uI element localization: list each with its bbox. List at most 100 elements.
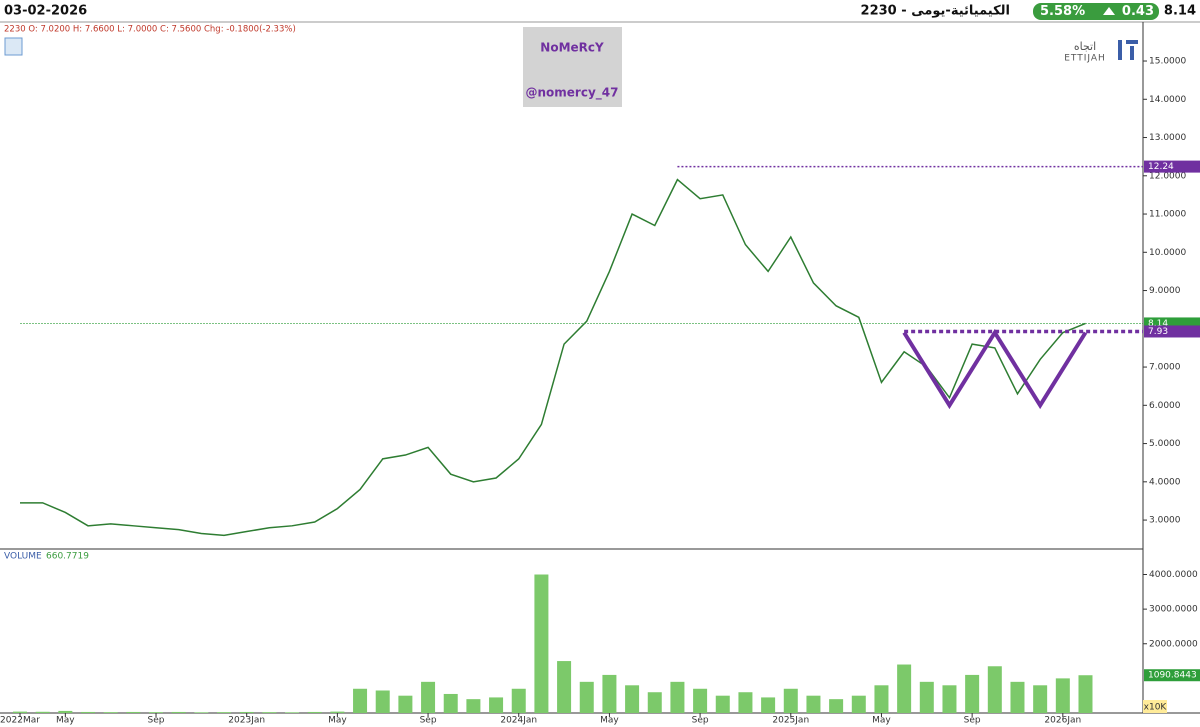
volume-bar bbox=[602, 674, 617, 713]
y-tick-label: 9.0000 bbox=[1149, 286, 1181, 296]
logo: اتجاه bbox=[1074, 40, 1096, 53]
x-tick-label: Sep bbox=[420, 716, 437, 726]
y-tick-label: 3.0000 bbox=[1149, 516, 1181, 526]
header-bar bbox=[0, 0, 1200, 22]
volume-bar bbox=[806, 695, 821, 713]
price: 8.14 bbox=[1164, 4, 1196, 19]
logo-mark bbox=[1126, 40, 1138, 44]
volume-bar bbox=[443, 693, 458, 713]
date: 03-02-2026 bbox=[4, 4, 87, 19]
volume-bar bbox=[398, 695, 413, 713]
x-tick-label: 2022Mar bbox=[0, 716, 40, 726]
watermark: @nomercy_47 bbox=[526, 86, 619, 101]
volume-bar bbox=[239, 711, 254, 713]
change: 0.43 bbox=[1122, 4, 1154, 19]
volume-bar bbox=[670, 681, 685, 713]
volume-bar bbox=[761, 697, 776, 713]
y-tick-label: 11.0000 bbox=[1149, 210, 1186, 220]
level-box bbox=[1144, 160, 1200, 173]
x-tick-label: 2023Jan bbox=[228, 716, 265, 726]
volume-bar bbox=[330, 711, 345, 713]
volume-bar bbox=[58, 710, 73, 713]
volume-bar bbox=[1078, 675, 1093, 713]
change-pct: 5.58% bbox=[1040, 4, 1085, 19]
unit: x10K bbox=[1144, 703, 1168, 713]
volume-bar bbox=[738, 692, 753, 713]
volume-bar bbox=[693, 688, 708, 713]
x-tick-label: May bbox=[872, 716, 891, 726]
pattern-line bbox=[902, 328, 1088, 410]
volume-bar bbox=[647, 692, 662, 713]
up-arrow bbox=[1103, 7, 1115, 15]
volume-bar bbox=[579, 681, 594, 713]
x-tick-label: 2024Jan bbox=[500, 716, 537, 726]
volume-bar bbox=[217, 712, 232, 713]
y-tick-label: 7.0000 bbox=[1149, 363, 1181, 373]
volume-bar bbox=[81, 711, 96, 713]
y-tick-label: 12.0000 bbox=[1149, 171, 1186, 181]
volume-bar bbox=[851, 695, 866, 713]
volume-bar bbox=[35, 711, 50, 713]
volume-bar bbox=[13, 711, 27, 713]
y-tick-label: 2000.0000 bbox=[1149, 639, 1198, 649]
y-tick-label: 6.0000 bbox=[1149, 401, 1181, 411]
level-label: 8.14 bbox=[1148, 319, 1168, 329]
x-tick-label: May bbox=[328, 716, 347, 726]
x-tick-label: May bbox=[600, 716, 619, 726]
volume-bar bbox=[194, 712, 209, 713]
volume-value: 660.7719 bbox=[46, 552, 89, 562]
volume-bar bbox=[375, 690, 390, 713]
volume-bar bbox=[625, 685, 640, 713]
y-tick-label: 13.0000 bbox=[1149, 133, 1186, 143]
tool-icon[interactable] bbox=[4, 37, 23, 56]
volume-bar bbox=[421, 681, 436, 713]
volume-bar bbox=[874, 685, 889, 713]
volume-bar bbox=[307, 711, 322, 713]
volume-bar bbox=[829, 699, 844, 713]
x-tick-label: May bbox=[56, 716, 75, 726]
volume-bar bbox=[353, 688, 368, 713]
watermark: NoMeRcY bbox=[540, 41, 604, 55]
level-label: 12.24 bbox=[1148, 162, 1174, 172]
volume-bar bbox=[466, 699, 481, 713]
price-line bbox=[20, 178, 1086, 537]
logo-mark bbox=[1118, 40, 1122, 60]
volume-bar bbox=[511, 688, 526, 713]
volume-bar bbox=[262, 712, 277, 713]
watermark-box bbox=[523, 27, 622, 107]
unit-box bbox=[1143, 700, 1167, 713]
y-tick-label: 3000.0000 bbox=[1149, 605, 1198, 615]
logo-mark bbox=[1130, 46, 1134, 60]
y-tick-label: 4000.0000 bbox=[1149, 570, 1198, 580]
change-badge bbox=[1033, 3, 1159, 20]
volume-bar bbox=[171, 711, 186, 713]
volume-bar bbox=[942, 685, 957, 713]
volume-bar bbox=[285, 712, 300, 713]
volume-bar bbox=[103, 712, 118, 713]
y-tick-label: 15.0000 bbox=[1149, 57, 1186, 67]
y-tick-label: 14.0000 bbox=[1149, 95, 1186, 105]
level-box bbox=[1144, 669, 1200, 682]
volume-bar bbox=[919, 681, 934, 713]
logo: ETTIJAH bbox=[1064, 54, 1106, 64]
volume-bar bbox=[965, 674, 980, 713]
volume-bar bbox=[1010, 681, 1025, 713]
x-tick-label: Sep bbox=[148, 716, 165, 726]
symbol: 2230 - الكيميائية-يومى bbox=[861, 4, 1010, 19]
volume-bar bbox=[126, 711, 141, 713]
volume-bar bbox=[489, 697, 504, 713]
volume-bar bbox=[783, 688, 798, 713]
x-tick-label: 2026Jan bbox=[1044, 716, 1081, 726]
y-tick-label: 5.0000 bbox=[1149, 439, 1181, 449]
volume-bar bbox=[557, 661, 572, 713]
volume-bar bbox=[987, 666, 1002, 713]
ohlc-info: 2230 O: 7.0200 H: 7.6600 L: 7.0000 C: 7.… bbox=[4, 25, 296, 35]
volume-bar bbox=[897, 664, 912, 713]
volume-bar bbox=[149, 712, 164, 713]
volume-bar bbox=[1033, 685, 1048, 713]
volume-title: VOLUME bbox=[4, 552, 42, 562]
x-tick-label: 2025Jan bbox=[772, 716, 809, 726]
x-tick-label: Sep bbox=[964, 716, 981, 726]
